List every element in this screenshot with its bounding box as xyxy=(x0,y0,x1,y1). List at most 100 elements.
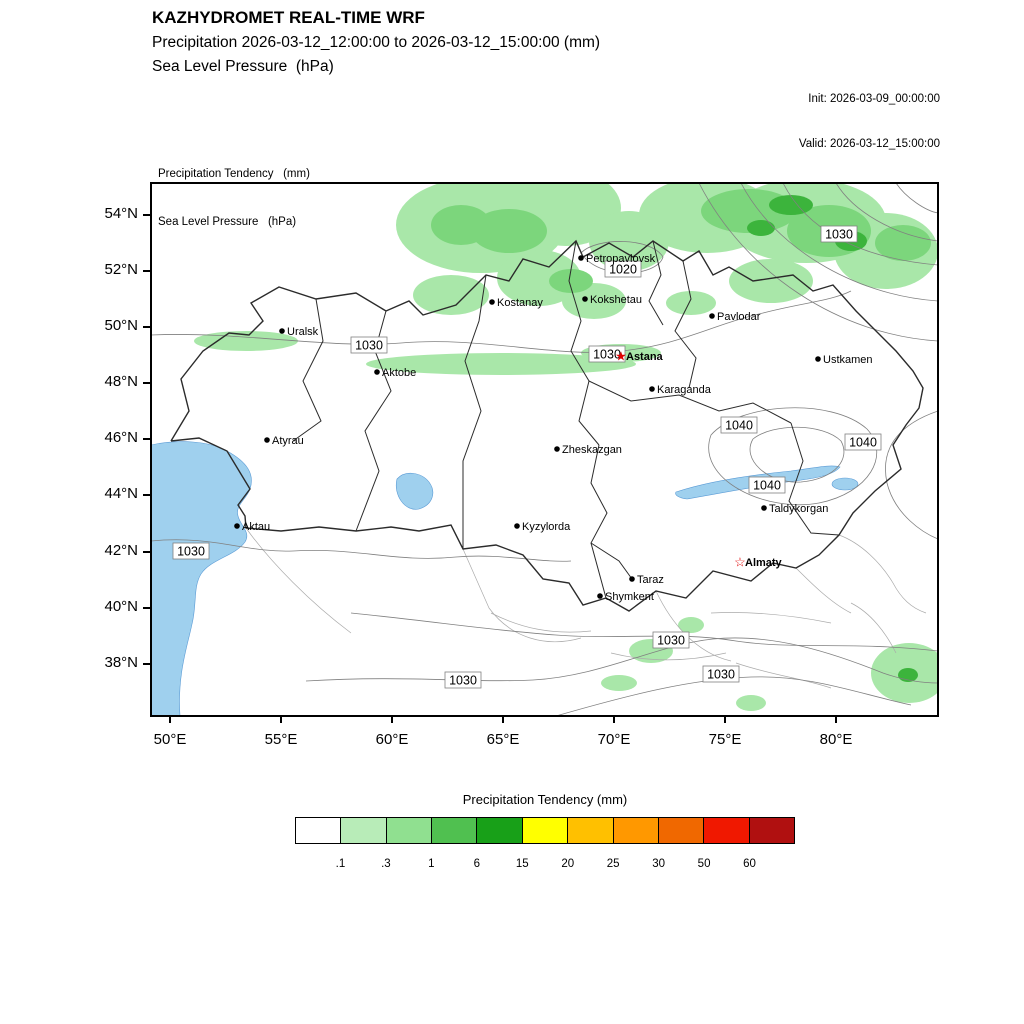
map-area: 1020 1030 1030 1030 1040 1040 1040 1030 1030 1030… xyxy=(150,182,939,717)
city-uralsk: Uralsk xyxy=(279,326,319,338)
pressure-label-box xyxy=(844,433,882,451)
pressure-label-box xyxy=(702,665,740,683)
pressure-label: 1030 xyxy=(652,631,690,649)
lat-tick-mark xyxy=(143,326,150,328)
valid-time: Valid: 2026-03-12_15:00:00 xyxy=(798,138,940,150)
city-karaganda: Karaganda xyxy=(649,384,712,396)
lon-tick-mark xyxy=(613,716,615,723)
precipitation-layer xyxy=(194,183,938,711)
colorbar-ticks: .1 .3 1 6 15 20 25 30 50 60 xyxy=(295,858,795,874)
caspian-sea xyxy=(151,441,252,716)
city-petropavlovsk: Petropavlovsk xyxy=(578,253,656,265)
city-shymkent: Shymkent xyxy=(597,591,654,603)
city-dot-icon xyxy=(554,446,560,452)
lat-tick-label: 54°N xyxy=(104,205,138,222)
city-dot-icon xyxy=(761,505,767,511)
city-label: Ustkamen xyxy=(823,354,873,366)
pressure-label: 1030 xyxy=(350,336,388,354)
colorbar-cell xyxy=(749,817,795,844)
city-taraz: Taraz xyxy=(629,574,664,586)
city-label: Petropavlovsk xyxy=(586,253,656,265)
colorbar-tick-label: 15 xyxy=(515,858,529,870)
lon-tick-label: 60°E xyxy=(375,731,409,748)
city-label: Taldykorgan xyxy=(769,503,828,515)
city-atyrau: Atyrau xyxy=(264,435,304,447)
pressure-label: 1040 xyxy=(720,416,758,434)
lon-tick-mark xyxy=(835,716,837,723)
city-aktobe: Aktobe xyxy=(374,367,416,379)
city-label: Aktau xyxy=(242,521,270,533)
city-dot-icon xyxy=(279,328,285,334)
city-label: Pavlodar xyxy=(717,311,761,323)
lake-zaysan xyxy=(831,477,859,491)
pressure-label-box xyxy=(604,260,642,278)
lon-tick-label: 80°E xyxy=(819,731,853,748)
legend-pressure-label: Sea Level Pressure (hPa) xyxy=(158,216,297,228)
lat-tick-mark xyxy=(143,214,150,216)
colorbar-cell xyxy=(522,817,569,844)
city-label: Kyzylorda xyxy=(522,521,571,533)
weather-map-svg: 1020 1030 1030 1030 1040 1040 1040 1030 1030 1030… xyxy=(151,183,938,716)
lat-tick-label: 52°N xyxy=(104,261,138,278)
colorbar-cell xyxy=(568,817,614,844)
colorbar-tick-label: 20 xyxy=(561,858,575,870)
city-dot-icon xyxy=(582,296,588,302)
colorbar-tick-label: 6 xyxy=(473,858,481,870)
lat-tick-mark xyxy=(143,382,150,384)
colorbar-cell xyxy=(658,817,705,844)
aral-sea xyxy=(395,473,434,510)
subtitle-sea-level-pressure: Sea Level Pressure (hPa) xyxy=(152,58,334,75)
colorbar-cell xyxy=(295,817,342,844)
pressure-label-box xyxy=(588,345,626,363)
colorbar-tick-label: 60 xyxy=(743,858,756,870)
city-label: Taraz xyxy=(637,574,664,586)
pressure-label: 1040 xyxy=(844,433,882,451)
city-dot-icon xyxy=(264,437,270,443)
pressure-label-box xyxy=(652,631,690,649)
lon-tick-mark xyxy=(391,716,393,723)
city-dot-icon xyxy=(815,356,821,362)
colorbar-tick-label: 25 xyxy=(606,858,620,870)
lat-tick-label: 48°N xyxy=(104,373,138,390)
lon-tick-label: 55°E xyxy=(264,731,298,748)
city-label: Aktobe xyxy=(382,367,416,379)
city-kyzylorda: Kyzylorda xyxy=(514,521,571,533)
pressure-label-value: 1030 xyxy=(825,228,853,242)
pressure-label: 1030 xyxy=(444,671,482,689)
lon-tick-label: 70°E xyxy=(597,731,631,748)
city-zheskazgan: Zheskazgan xyxy=(554,444,622,456)
city-dot-icon xyxy=(649,386,655,392)
city-almaty: ☆ Almaty xyxy=(734,555,782,570)
map-legend: Precipitation Tendency (mm) Sea Level Pr… xyxy=(158,134,310,262)
pressure-label-box xyxy=(172,542,210,560)
city-dot-icon xyxy=(234,523,240,529)
lat-tick-label: 50°N xyxy=(104,317,138,334)
pressure-label-value: 1040 xyxy=(753,479,781,493)
lat-tick-mark xyxy=(143,607,150,609)
city-label: Shymkent xyxy=(605,591,654,603)
lat-tick-mark xyxy=(143,663,150,665)
pressure-label-value: 1030 xyxy=(355,339,383,353)
page-title: KAZHYDROMET REAL-TIME WRF xyxy=(152,8,425,27)
lon-tick-label: 50°E xyxy=(153,731,187,748)
city-kokshetau: Kokshetau xyxy=(582,294,642,306)
region-borders xyxy=(170,239,924,612)
city-label: Almaty xyxy=(745,557,783,569)
city-label: Astana xyxy=(626,351,664,363)
pressure-label: 1040 xyxy=(748,476,786,494)
city-dot-icon xyxy=(489,299,495,305)
city-dot-icon xyxy=(578,255,584,261)
pressure-label-value: 1030 xyxy=(657,634,685,648)
pressure-label-box xyxy=(350,336,388,354)
lat-tick-mark xyxy=(143,438,150,440)
city-label: Atyrau xyxy=(272,435,304,447)
pressure-label-box xyxy=(820,225,858,243)
pressure-label-value: 1040 xyxy=(849,436,877,450)
pressure-label-value: 1030 xyxy=(177,545,205,559)
pressure-label-box xyxy=(444,671,482,689)
city-pavlodar: Pavlodar xyxy=(709,311,761,323)
pressure-label: 1020 xyxy=(604,260,642,278)
lat-tick-label: 42°N xyxy=(104,542,138,559)
colorbar-cell xyxy=(341,817,387,844)
run-times: Init: 2026-03-09_00:00:00 Valid: 2026-03… xyxy=(799,62,940,182)
